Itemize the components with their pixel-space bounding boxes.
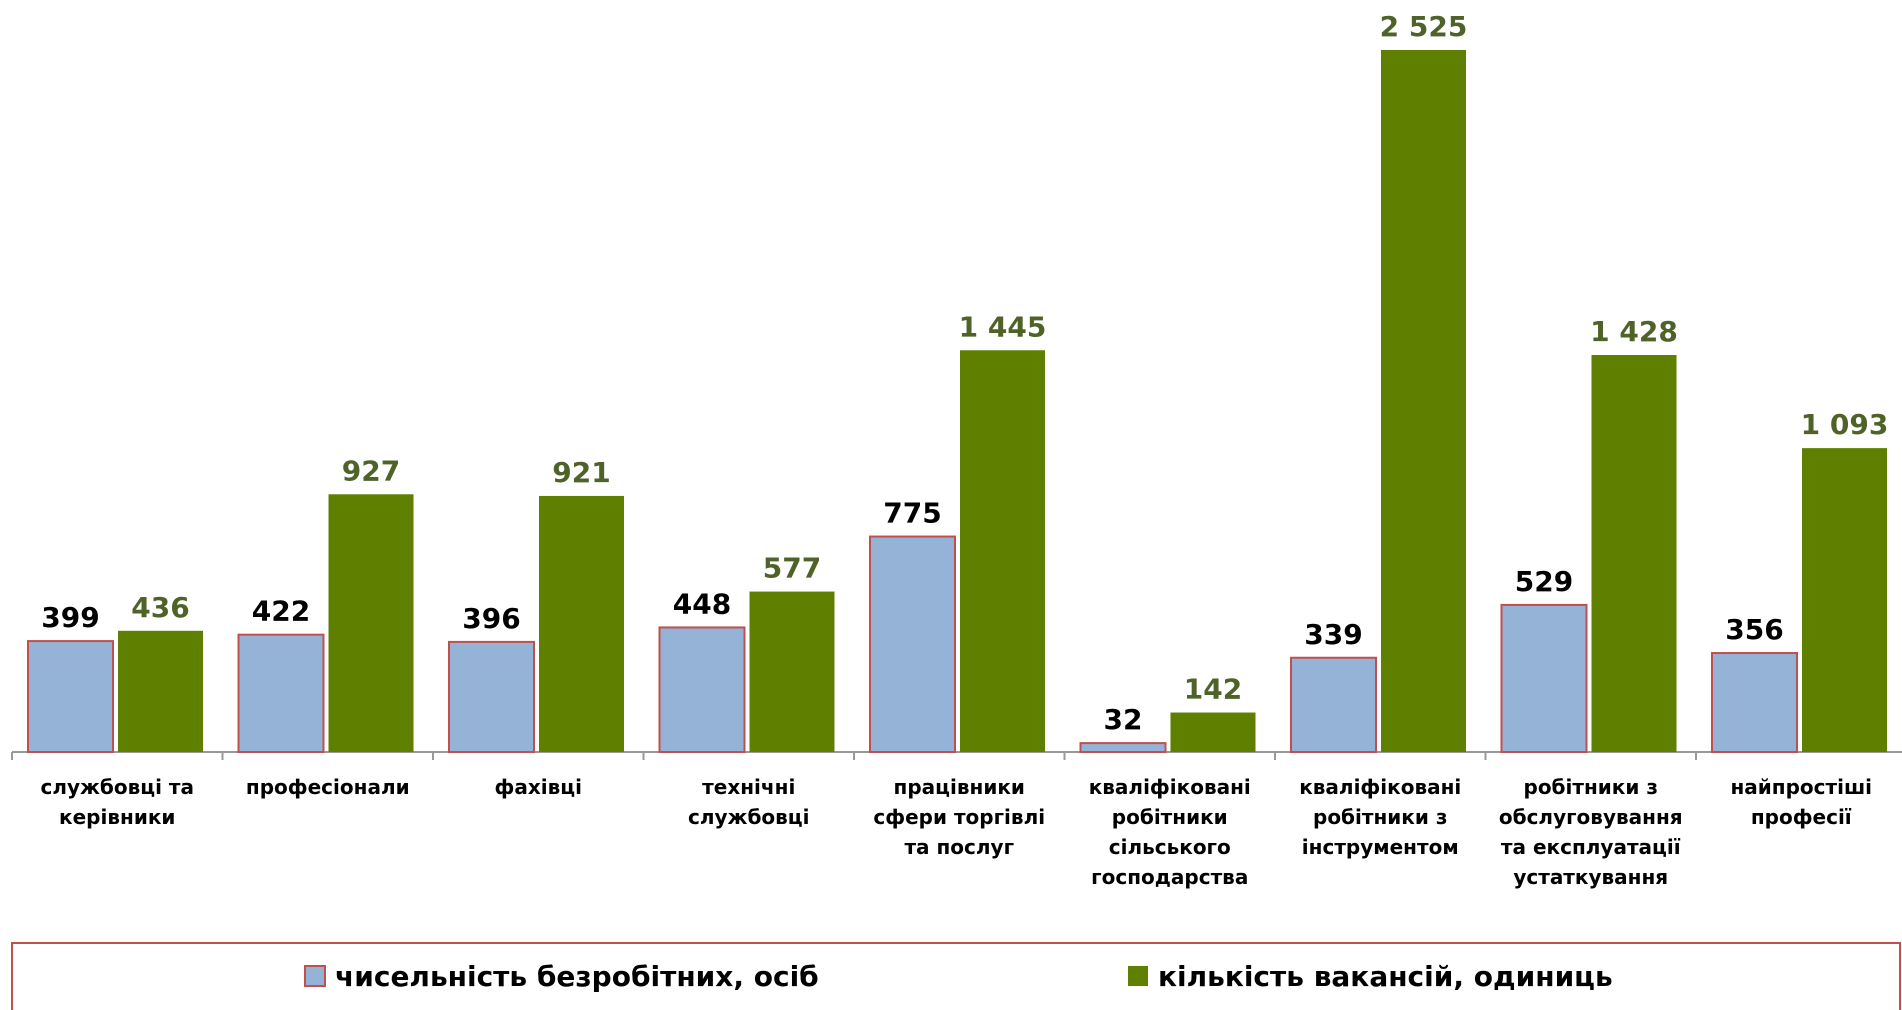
x-tick-label: керівники xyxy=(59,805,175,829)
value-label: 921 xyxy=(552,456,610,489)
value-label: 436 xyxy=(131,591,189,624)
bar xyxy=(1591,354,1677,752)
x-tick-label: службовці xyxy=(688,805,809,829)
bar xyxy=(448,640,535,754)
bar xyxy=(869,535,956,754)
value-label: 577 xyxy=(763,552,821,585)
x-tick-label: професії xyxy=(1751,805,1852,829)
bar xyxy=(1802,448,1887,752)
bar xyxy=(749,591,835,752)
x-tick-label: робітники xyxy=(1112,805,1228,829)
value-label: 399 xyxy=(41,601,99,634)
bar xyxy=(1290,656,1377,753)
x-tick-label: обслуговування xyxy=(1499,805,1683,829)
value-label: 422 xyxy=(252,595,310,628)
bar xyxy=(1500,603,1588,754)
x-tick-label: та експлуатації xyxy=(1501,835,1681,859)
bar xyxy=(1711,652,1798,754)
bar xyxy=(27,640,114,754)
value-label: 2 525 xyxy=(1380,10,1468,43)
value-label: 142 xyxy=(1184,673,1242,706)
x-tick-label: найпростіші xyxy=(1730,775,1872,799)
bar xyxy=(1381,50,1466,752)
x-tick-label: службовці та xyxy=(40,775,194,799)
bar xyxy=(328,494,414,752)
value-label: 1 445 xyxy=(959,310,1047,343)
bar xyxy=(118,630,203,752)
value-label: 356 xyxy=(1725,613,1783,646)
x-tick-label: технічні xyxy=(702,775,795,799)
x-tick-label: кваліфіковані xyxy=(1089,775,1251,799)
legend-box xyxy=(11,942,1901,1010)
bar xyxy=(658,626,746,754)
legend-label: кількість вакансій, одиниць xyxy=(1158,960,1613,993)
bar xyxy=(539,495,624,752)
bar xyxy=(1079,742,1167,754)
x-tick-label: інструментом xyxy=(1302,835,1459,859)
x-tick-label: робітники з xyxy=(1313,805,1447,829)
value-label: 396 xyxy=(462,602,520,635)
value-label: 529 xyxy=(1515,565,1573,598)
bar xyxy=(960,350,1045,752)
x-tick-label: господарства xyxy=(1091,865,1248,889)
value-label: 927 xyxy=(342,454,400,487)
x-tick-label: сільського xyxy=(1109,835,1231,859)
x-tick-label: професіонали xyxy=(246,775,410,799)
value-label: 339 xyxy=(1304,618,1362,651)
x-tick-label: устаткування xyxy=(1513,865,1668,889)
value-label: 448 xyxy=(673,587,731,620)
x-tick-label: фахівці xyxy=(495,775,582,799)
value-label: 32 xyxy=(1104,703,1143,736)
bar xyxy=(1170,712,1256,752)
bar xyxy=(237,633,325,754)
legend-label: чисельність безробітних, осіб xyxy=(335,960,819,993)
value-label: 1 093 xyxy=(1801,408,1889,441)
x-tick-label: працівники xyxy=(894,775,1025,799)
value-label: 775 xyxy=(883,497,941,530)
legend-swatch xyxy=(1128,966,1148,986)
legend-swatch xyxy=(304,965,326,987)
x-tick-label: робітники з xyxy=(1524,775,1658,799)
x-tick-label: та послуг xyxy=(904,835,1014,859)
value-label: 1 428 xyxy=(1590,315,1678,348)
x-tick-label: кваліфіковані xyxy=(1299,775,1461,799)
x-tick-label: сфери торгівлі xyxy=(873,805,1045,829)
